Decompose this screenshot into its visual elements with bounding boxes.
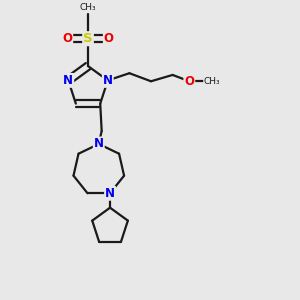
Text: S: S [83, 32, 93, 45]
Text: N: N [105, 187, 115, 200]
Text: O: O [62, 32, 72, 45]
Text: CH₃: CH₃ [204, 77, 220, 86]
Text: O: O [104, 32, 114, 45]
Text: O: O [184, 75, 194, 88]
Text: N: N [94, 137, 104, 151]
Text: CH₃: CH₃ [80, 4, 96, 13]
Text: N: N [103, 74, 113, 87]
Text: N: N [63, 74, 73, 87]
